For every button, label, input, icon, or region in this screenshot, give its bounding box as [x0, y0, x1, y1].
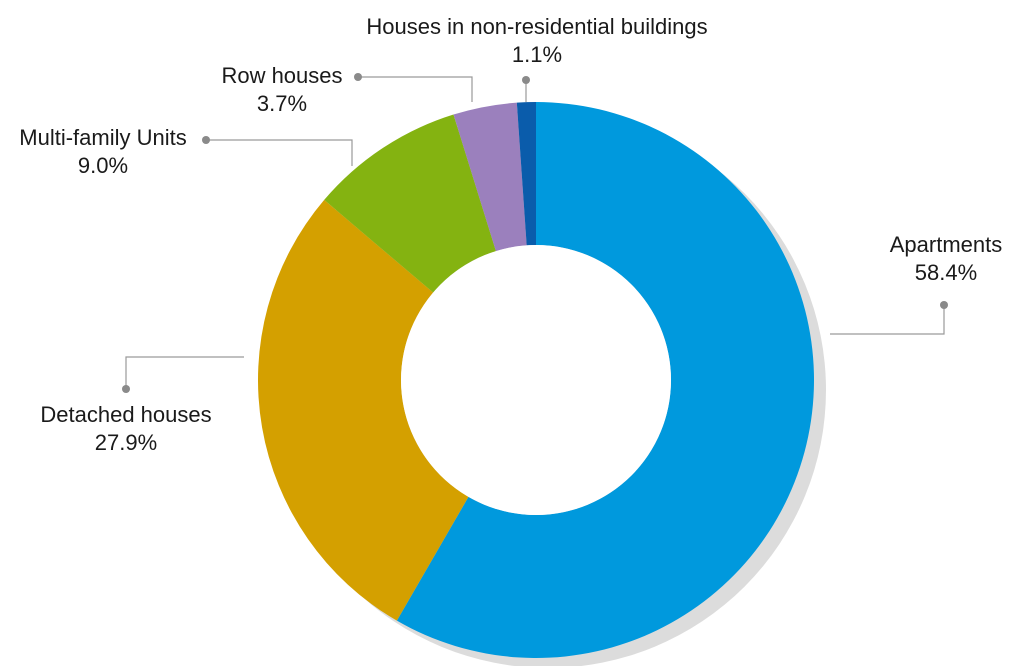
slice-value-multi-family-units: 9.0% — [78, 153, 128, 178]
slice-labels: Apartments 58.4% Detached houses 27.9% Multi… — [19, 14, 1002, 455]
slice-value-houses-in-non-residential-buildings: 1.1% — [512, 42, 562, 67]
slice-apartments — [396, 102, 815, 658]
leader-dot-multi-family-units — [202, 136, 210, 144]
leader-line-detached-houses — [125, 356, 244, 389]
slice-value-detached-houses: 27.9% — [95, 430, 157, 455]
leader-dot-row-houses — [354, 73, 362, 81]
leader-dot-detached-houses — [122, 385, 130, 393]
donut-slices — [258, 102, 815, 658]
slice-label-houses-in-non-residential-buildings: Houses in non-residential buildings — [366, 14, 707, 39]
leader-lines — [122, 73, 948, 393]
leader-line-multi-family-units — [206, 139, 353, 166]
slice-label-apartments: Apartments — [890, 232, 1003, 257]
leader-line-apartments — [830, 305, 945, 335]
slice-value-row-houses: 3.7% — [257, 91, 307, 116]
slice-value-apartments: 58.4% — [915, 260, 977, 285]
slice-houses-in-non-residential-buildings — [516, 102, 536, 246]
leader-dot-apartments — [940, 301, 948, 309]
donut-hole — [401, 245, 671, 515]
slice-row-houses — [453, 102, 527, 252]
slice-label-detached-houses: Detached houses — [40, 402, 211, 427]
slice-label-multi-family-units: Multi-family Units — [19, 125, 186, 150]
leader-line-row-houses — [358, 76, 473, 102]
leader-dot-houses-in-non-residential-buildings — [522, 76, 530, 84]
slice-label-row-houses: Row houses — [221, 63, 342, 88]
slice-multi-family-units — [324, 114, 496, 293]
slice-detached-houses — [258, 199, 469, 621]
